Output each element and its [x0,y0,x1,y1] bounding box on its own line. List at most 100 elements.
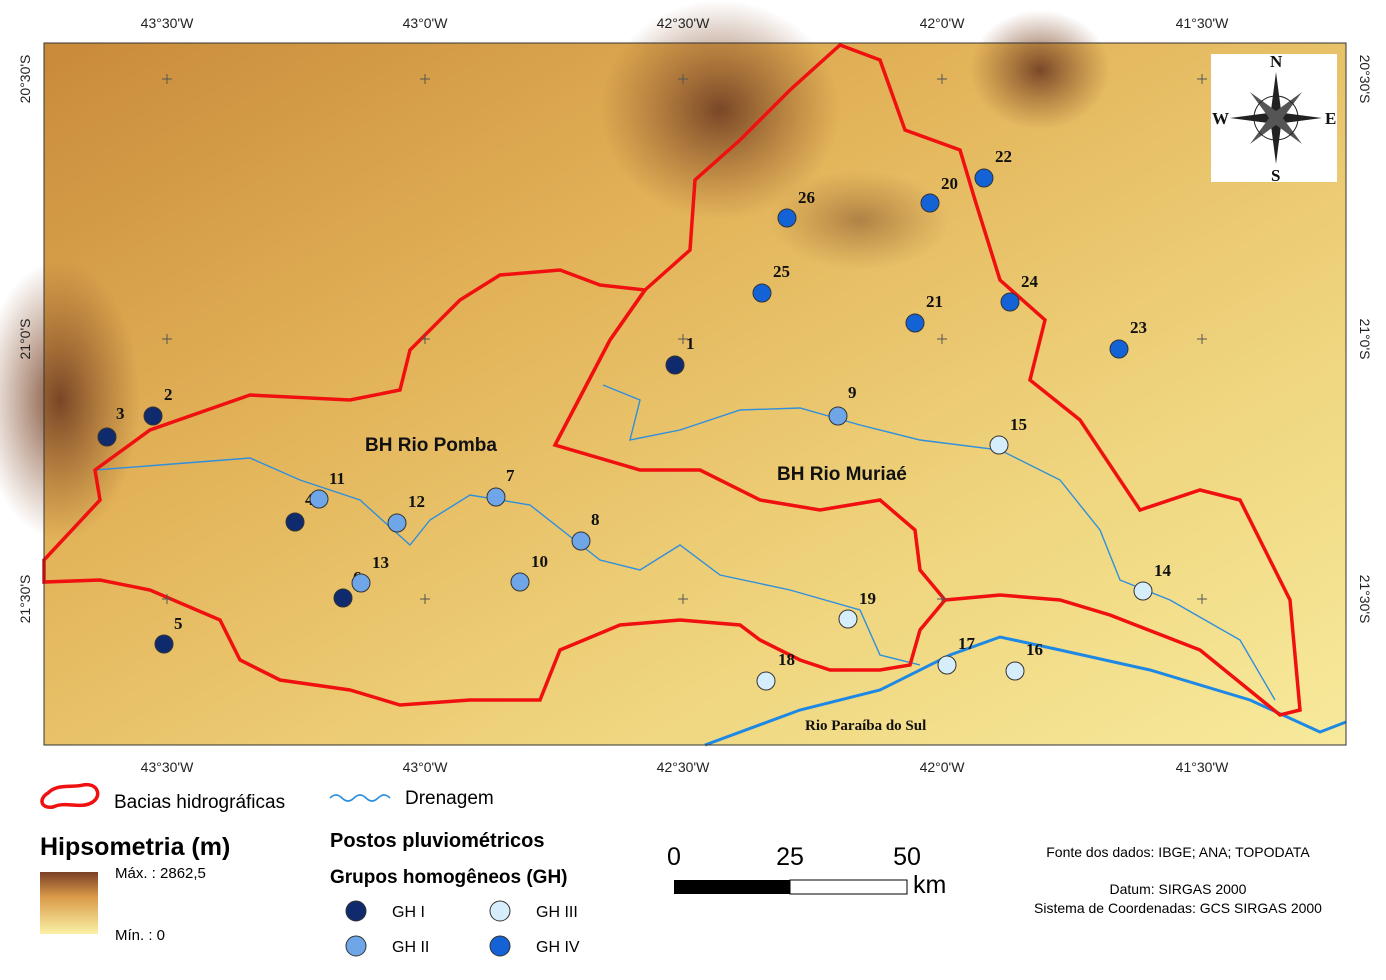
drainage-symbol [329,794,391,802]
station [97,427,117,447]
station-label: 25 [773,262,790,281]
basin-label: BH Rio Muriaé [777,464,907,485]
scale-label: 50 [893,843,921,871]
lon-label: 42°0'W [920,15,966,31]
group-symbol [489,935,511,957]
station [838,609,858,629]
basin-outline [42,42,1302,717]
station-label: 14 [1154,561,1172,580]
lon-label: 43°0'W [403,15,449,31]
station [333,588,353,608]
station-label: 26 [798,188,815,207]
scale-bar [674,880,790,894]
station-label: 9 [848,383,857,402]
station [1133,581,1153,601]
station-label: 12 [408,492,425,511]
station [974,168,994,188]
relief [0,260,140,540]
scale-label: 25 [776,843,804,871]
basin-symbol [40,782,100,809]
scale-bar [789,879,908,895]
river-label: Rio Paraíba do Sul [805,718,926,734]
scale-unit: km [913,871,946,899]
station [752,283,772,303]
scale-label: 0 [667,843,681,871]
compass: N S E W [1211,52,1337,185]
station-label: 1 [686,334,695,353]
station [510,572,530,592]
station-label: 8 [591,510,600,529]
station-label: 21 [926,292,943,311]
hypsometry-max: Máx. : 2862,5 [115,865,206,882]
station [571,531,591,551]
hypsometry-min: Mín. : 0 [115,927,165,944]
station [937,655,957,675]
basin-label: BH Rio Pomba [365,435,497,456]
compass-s: S [1271,166,1280,185]
lon-label: 43°30'W [141,15,194,31]
station [665,355,685,375]
station [486,487,506,507]
crs: Sistema de Coordenadas: GCS SIRGAS 2000 [1034,900,1322,916]
station-label: 7 [506,466,515,485]
compass-n: N [1270,52,1283,71]
station [1109,339,1129,359]
station-label: 5 [174,614,183,633]
station-label: 15 [1010,415,1027,434]
lat-label: 20°30'S [1357,55,1373,104]
station [828,406,848,426]
lon-label: 42°0'W [920,759,966,775]
group-symbol [345,900,367,922]
station-label: 4 [305,490,314,509]
station [1000,292,1020,312]
station [920,193,940,213]
station [905,313,925,333]
station-label: 17 [958,634,976,653]
station-label: 18 [778,650,795,669]
station-label: 3 [116,404,125,423]
lon-label: 41°30'W [1176,759,1229,775]
river [704,635,1347,747]
station-label: 16 [1026,640,1043,659]
group-symbol [489,900,511,922]
relief [600,0,840,220]
station [351,573,371,593]
hypsometry-title: Hipsometria (m) [40,833,230,861]
stations-title: Postos pluviométricos [330,830,545,852]
legend-drainage: Drenagem [405,788,494,809]
lat-label: 21°30'S [1357,575,1373,624]
station-label: 19 [859,589,876,608]
station [154,634,174,654]
datum: Datum: SIRGAS 2000 [1110,881,1247,897]
station-label: 2 [164,385,173,404]
lat-label: 21°30'S [17,575,33,624]
station [387,513,407,533]
group-label: GH IV [536,939,580,956]
frame [43,42,1347,746]
lat-label: 21°0'S [17,319,33,360]
station [756,671,776,691]
lon-label: 42°30'W [657,759,710,775]
group-label: GH III [536,904,578,921]
group-symbol [345,935,367,957]
relief [770,170,950,270]
drainage [94,384,1276,701]
station [143,406,163,426]
station-label: 11 [329,469,345,488]
hypsometry-ramp [40,872,98,934]
compass-e: E [1325,109,1336,128]
lon-label: 43°30'W [141,759,194,775]
compass-w: W [1212,109,1229,128]
station [1005,661,1025,681]
lon-label: 42°30'W [657,15,710,31]
station [285,512,305,532]
groups-title: Grupos homogêneos (GH) [330,867,568,888]
group-label: GH I [392,904,425,921]
station-label: 22 [995,147,1012,166]
lat-label: 20°30'S [17,55,33,104]
lon-label: 41°30'W [1176,15,1229,31]
station-label: 24 [1021,272,1039,291]
station [777,208,797,228]
